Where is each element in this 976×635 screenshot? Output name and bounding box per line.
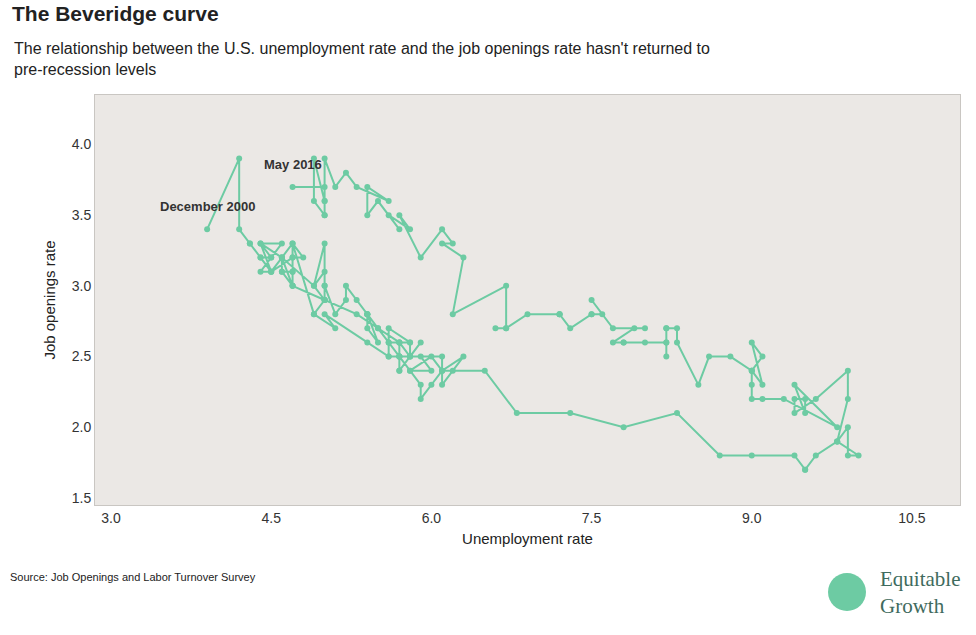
svg-text:Job openings rate: Job openings rate [41,240,58,359]
svg-text:EquitableGrowth: EquitableGrowth [880,567,960,618]
svg-text:3.5: 3.5 [72,207,92,223]
svg-text:December 2000: December 2000 [160,199,255,214]
svg-text:6.0: 6.0 [422,510,442,526]
svg-text:Unemployment rate: Unemployment rate [462,530,593,547]
svg-text:3.0: 3.0 [101,510,121,526]
svg-text:Source: Job Openings and Labor: Source: Job Openings and Labor Turnover … [10,571,256,583]
svg-text:The relationship between the U: The relationship between the U.S. unempl… [14,40,710,78]
svg-text:1.5: 1.5 [72,490,92,506]
svg-text:The Beveridge curve: The Beveridge curve [12,2,219,25]
svg-text:3.0: 3.0 [72,278,92,294]
svg-text:2.5: 2.5 [72,348,92,364]
svg-text:10.5: 10.5 [898,510,925,526]
svg-text:4.5: 4.5 [261,510,281,526]
svg-text:7.5: 7.5 [582,510,602,526]
svg-text:9.0: 9.0 [742,510,762,526]
svg-text:May 2016: May 2016 [264,157,322,172]
svg-text:4.0: 4.0 [72,136,92,152]
svg-text:2.0: 2.0 [72,419,92,435]
